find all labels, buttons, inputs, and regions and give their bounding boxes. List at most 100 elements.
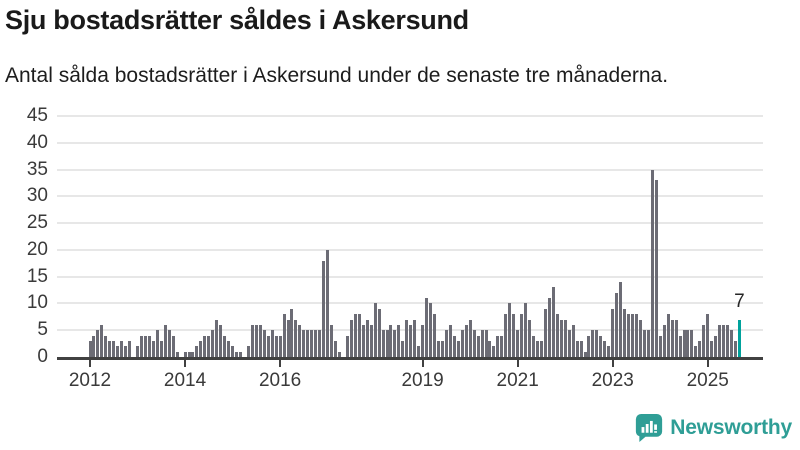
bar (128, 340, 132, 357)
bar (290, 308, 294, 357)
bar (143, 335, 147, 357)
bar (147, 335, 151, 357)
bar (468, 319, 472, 357)
x-axis-year-label: 2016 (258, 370, 302, 391)
y-gridline (57, 248, 763, 251)
x-axis-tick-mark (516, 360, 519, 367)
bar (571, 324, 575, 357)
bar (694, 346, 698, 357)
bar (650, 169, 654, 357)
bar (563, 319, 567, 357)
y-gridline (57, 302, 763, 305)
bar (258, 324, 262, 357)
bar (120, 340, 124, 357)
bar (654, 180, 658, 357)
bar (619, 282, 623, 357)
bar (353, 314, 357, 357)
bar (373, 303, 377, 357)
x-axis-line (57, 357, 763, 360)
bar (365, 319, 369, 357)
bar (215, 319, 219, 357)
bar (286, 319, 290, 357)
x-axis-tick-mark (184, 360, 187, 367)
bar (345, 335, 349, 357)
bar (294, 319, 298, 357)
bar (543, 308, 547, 357)
bar (88, 340, 92, 357)
bar (504, 314, 508, 357)
bar (385, 330, 389, 357)
bar (139, 335, 143, 357)
bar (440, 340, 444, 357)
bar (718, 324, 722, 357)
bar (223, 335, 227, 357)
bar (702, 324, 706, 357)
y-axis-tick-label: 10 (26, 292, 48, 314)
bar (306, 330, 310, 357)
y-axis-tick-label: 20 (26, 238, 48, 260)
bar (615, 292, 619, 357)
bar (524, 303, 528, 357)
bar (480, 330, 484, 357)
bar (492, 346, 496, 357)
bar (674, 319, 678, 357)
bar (425, 298, 429, 357)
bar (710, 340, 714, 357)
y-axis-tick-label: 15 (26, 265, 48, 287)
bar (397, 324, 401, 357)
y-axis-tick-label: 30 (26, 185, 48, 207)
bar (266, 335, 270, 357)
bar (377, 308, 381, 357)
bar (116, 346, 120, 357)
bar (444, 330, 448, 357)
bar (330, 324, 334, 357)
bar (433, 314, 437, 357)
newsworthy-brand-link[interactable]: Newsworthy (635, 413, 792, 442)
bar (670, 319, 674, 357)
bar (607, 346, 611, 357)
bar (100, 324, 104, 357)
bar (662, 324, 666, 357)
bar (199, 340, 203, 357)
bar (512, 314, 516, 357)
bar (357, 314, 361, 357)
bar (603, 340, 607, 357)
bar (136, 346, 140, 357)
bar (238, 351, 242, 357)
bar (448, 324, 452, 357)
bar (496, 335, 500, 357)
x-axis-tick-mark (611, 360, 614, 367)
bar (349, 319, 353, 357)
x-axis-tick-mark (706, 360, 709, 367)
bar (678, 335, 682, 357)
bar (337, 351, 341, 357)
bar (389, 324, 393, 357)
bar (108, 340, 112, 357)
x-axis-year-label: 2012 (68, 370, 112, 391)
bar (314, 330, 318, 357)
bar (575, 340, 579, 357)
bar (627, 314, 631, 357)
bar (730, 330, 734, 357)
x-axis-year-label: 2021 (496, 370, 539, 391)
bar (112, 340, 116, 357)
bar (595, 330, 599, 357)
bar (262, 330, 266, 357)
y-gridline (57, 275, 763, 278)
bar (456, 340, 460, 357)
x-axis-tick-mark (89, 360, 91, 367)
x-axis-tick-mark (421, 360, 424, 367)
x-axis-tick-mark (279, 360, 282, 367)
bar (246, 346, 250, 357)
bar (508, 303, 512, 357)
bar (599, 335, 603, 357)
y-gridline (57, 141, 763, 144)
newsworthy-brand-text: Newsworthy (670, 415, 792, 439)
bar (326, 249, 330, 357)
y-gridline (57, 168, 763, 171)
bar (163, 324, 167, 357)
bar (361, 324, 365, 357)
chart-title: Sju bostadsrätter såldes i Askersund (5, 5, 469, 35)
bar (298, 324, 302, 357)
bar (682, 330, 686, 357)
